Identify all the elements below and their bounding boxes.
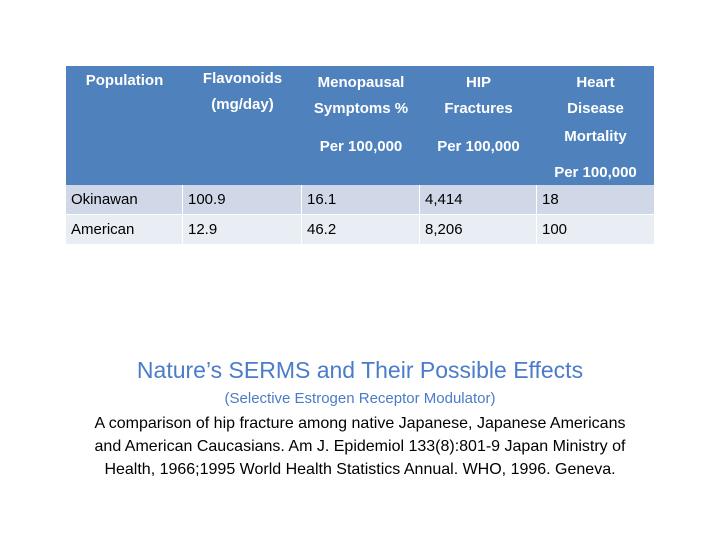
header-line: Menopausal — [317, 74, 405, 91]
citation-line: Health, 1966;1995 World Health Statistic… — [104, 461, 616, 478]
table-cell: 12.9 — [183, 215, 302, 244]
table-cell: 100 — [542, 221, 568, 238]
header-line: Fractures — [444, 100, 513, 117]
slide-title: Nature’s SERMS and Their Possible Effect… — [136, 357, 584, 383]
header-line: Per 100,000 — [437, 138, 520, 155]
header-hip-fractures: HIP Fractures Per 100,000 — [420, 66, 538, 185]
table-cell: 100.9 — [183, 185, 302, 214]
slide-subtitle: (Selective Estrogen Receptor Modulator) — [224, 390, 496, 407]
header-line: Population — [85, 72, 164, 89]
citation-line: and American Caucasians. Am J. Epidemiol… — [94, 438, 626, 455]
table-row: American 12.9 46.2 8,206 100 — [66, 215, 654, 244]
header-line: Heart — [576, 74, 615, 91]
table-cell: 4,414 — [420, 185, 537, 214]
header-line: (mg/day) — [211, 96, 274, 113]
table-cell: 16.1 — [302, 185, 420, 214]
header-population: Population — [66, 66, 184, 185]
table-cell: 8,206 — [420, 215, 537, 244]
table-cell: 46.2 — [302, 215, 420, 244]
header-line: Flavonoids — [202, 70, 283, 87]
header-line: Mortality — [564, 128, 627, 145]
citation: A comparison of hip fracture among nativ… — [0, 412, 720, 481]
header-line: Disease — [567, 100, 624, 117]
table-cell: Okinawan — [66, 185, 183, 214]
header-line: Per 100,000 — [319, 138, 403, 155]
header-flavonoids: Flavonoids (mg/day) — [183, 66, 303, 185]
header-menopausal: Menopausal Symptoms % Per 100,000 — [302, 66, 421, 185]
citation-line: A comparison of hip fracture among nativ… — [94, 415, 626, 432]
table-cell: 18 — [542, 191, 559, 208]
table-cell: American — [66, 215, 183, 244]
header-line: HIP — [465, 74, 491, 91]
table-row: Okinawan 100.9 16.1 4,414 18 — [66, 185, 654, 215]
header-heart-disease: Heart Disease Mortality Per 100,000 — [537, 66, 654, 185]
header-line: Symptoms % — [313, 100, 409, 117]
header-line: Per 100,000 — [554, 164, 637, 181]
